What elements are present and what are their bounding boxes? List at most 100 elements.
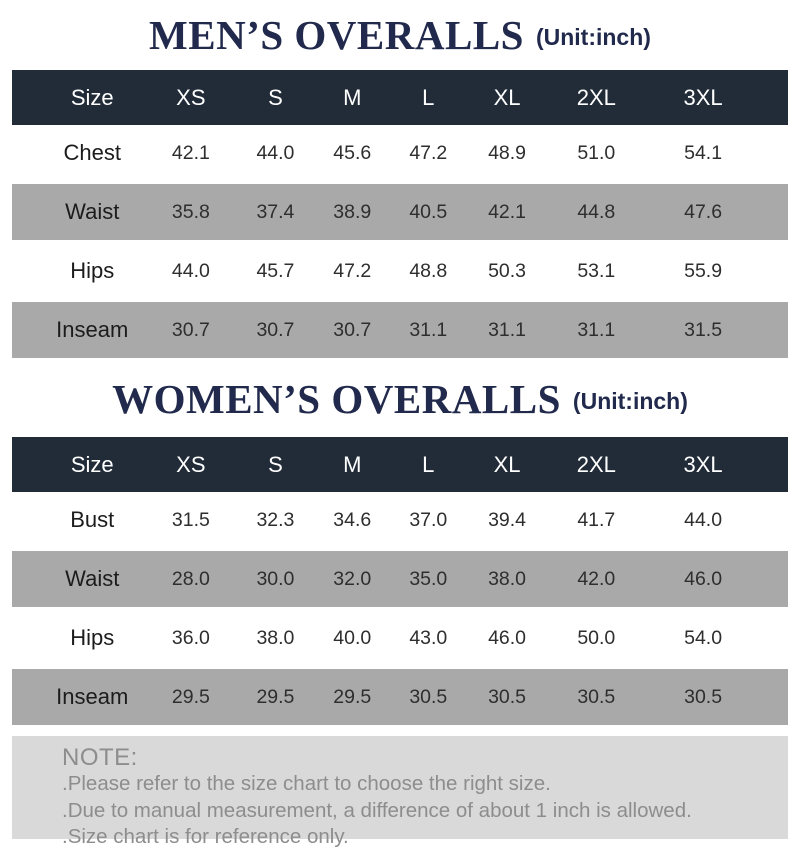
cell-value: 38.0 xyxy=(256,626,295,649)
table-row: Chest 42.1 44.0 45.6 47.2 48.9 51.0 54.1 xyxy=(12,125,788,183)
table-row: Bust 31.5 32.3 34.6 37.0 39.4 41.7 44.0 xyxy=(12,492,788,550)
cell-value: 47.6 xyxy=(645,181,788,243)
column-header: M xyxy=(314,70,390,125)
cell-value: 44.8 xyxy=(547,181,646,243)
womens-chart-title-text: WOMEN’S OVERALLS xyxy=(112,376,561,422)
column-header: XL xyxy=(466,70,548,125)
cell-value: 55.9 xyxy=(684,259,723,282)
cell-value: 38.9 xyxy=(314,181,390,243)
column-header: XL xyxy=(466,437,548,492)
mens-size-chart-section: MEN’S OVERALLS (Unit:inch) Size XS S M L XL 2X… xyxy=(0,0,800,361)
cell-value: 46.0 xyxy=(488,626,527,649)
note-panel: NOTE: .Please refer to the size chart to… xyxy=(12,736,788,848)
column-header: 2XL xyxy=(547,70,646,125)
cell-value: 44.0 xyxy=(256,141,295,164)
column-header: 2XL xyxy=(547,437,646,492)
cell-value: 42.1 xyxy=(171,141,210,164)
cell-value: 31.5 xyxy=(645,299,788,361)
table-row: Inseam 29.5 29.5 29.5 30.5 30.5 30.5 30.5 xyxy=(12,666,788,728)
row-label: Chest xyxy=(63,140,121,165)
cell-value: 42.0 xyxy=(547,548,646,610)
cell-value: 32.0 xyxy=(314,548,390,610)
table-header-row: Size XS S M L XL 2XL 3XL xyxy=(12,437,788,492)
column-header: Size xyxy=(12,437,146,492)
cell-value: 30.0 xyxy=(236,548,315,610)
cell-value: 30.7 xyxy=(145,299,237,361)
cell-value: 30.5 xyxy=(645,666,788,728)
note-heading: NOTE: xyxy=(62,744,138,771)
mens-chart-title-text: MEN’S OVERALLS xyxy=(149,12,524,58)
cell-value: 31.1 xyxy=(466,299,548,361)
cell-value: 40.5 xyxy=(389,181,467,243)
womens-chart-title: WOMEN’S OVERALLS (Unit:inch) xyxy=(0,361,800,437)
mens-size-table: Size XS S M L XL 2XL 3XL Chest 42.1 44.0 45.6 47.2 4… xyxy=(12,70,788,361)
cell-value: 47.2 xyxy=(409,141,448,164)
column-header: 3XL xyxy=(645,437,788,492)
womens-chart-unit-label: (Unit:inch) xyxy=(572,387,688,414)
cell-value: 45.7 xyxy=(256,259,295,282)
cell-value: 48.9 xyxy=(488,141,527,164)
cell-value: 42.1 xyxy=(466,181,548,243)
row-label: Hips xyxy=(70,625,115,650)
table-row: Waist 35.8 37.4 38.9 40.5 42.1 44.8 47.6 xyxy=(12,181,788,243)
column-header: S xyxy=(236,437,315,492)
cell-value: 54.0 xyxy=(684,626,723,649)
cell-value: 44.0 xyxy=(171,259,210,282)
table-header-row: Size XS S M L XL 2XL 3XL xyxy=(12,70,788,125)
table-row: Hips 44.0 45.7 47.2 48.8 50.3 53.1 55.9 xyxy=(12,242,788,301)
cell-value: 50.3 xyxy=(488,259,527,282)
column-header: XS xyxy=(145,437,237,492)
column-header: L xyxy=(389,70,467,125)
cell-value: 34.6 xyxy=(333,508,372,531)
cell-value: 29.5 xyxy=(236,666,315,728)
cell-value: 28.0 xyxy=(145,548,237,610)
cell-value: 36.0 xyxy=(171,626,210,649)
womens-size-chart-section: WOMEN’S OVERALLS (Unit:inch) Size XS S M L XL… xyxy=(0,361,800,728)
cell-value: 54.1 xyxy=(684,141,723,164)
cell-value: 47.2 xyxy=(333,259,372,282)
cell-value: 37.4 xyxy=(236,181,315,243)
table-row: Inseam 30.7 30.7 30.7 31.1 31.1 31.1 31.5 xyxy=(12,299,788,361)
row-label: Waist xyxy=(12,548,146,610)
cell-value: 30.5 xyxy=(547,666,646,728)
cell-value: 43.0 xyxy=(409,626,448,649)
column-header: XS xyxy=(145,70,237,125)
cell-value: 48.8 xyxy=(409,259,448,282)
row-label: Bust xyxy=(70,507,115,532)
column-header: L xyxy=(389,437,467,492)
cell-value: 30.7 xyxy=(314,299,390,361)
cell-value: 30.5 xyxy=(466,666,548,728)
cell-value: 46.0 xyxy=(645,548,788,610)
cell-value: 29.5 xyxy=(314,666,390,728)
cell-value: 35.8 xyxy=(145,181,237,243)
cell-value: 45.6 xyxy=(333,141,372,164)
cell-value: 35.0 xyxy=(389,548,467,610)
note-line: .Size chart is for reference only. xyxy=(62,824,349,848)
cell-value: 31.1 xyxy=(547,299,646,361)
cell-value: 31.5 xyxy=(171,508,210,531)
table-row: Waist 28.0 30.0 32.0 35.0 38.0 42.0 46.0 xyxy=(12,548,788,610)
cell-value: 50.0 xyxy=(577,626,616,649)
note-line: .Please refer to the size chart to choos… xyxy=(62,772,551,796)
column-header: 3XL xyxy=(645,70,788,125)
cell-value: 40.0 xyxy=(333,626,372,649)
row-label: Hips xyxy=(70,258,115,283)
column-header: Size xyxy=(12,70,146,125)
cell-value: 44.0 xyxy=(684,508,723,531)
mens-chart-title: MEN’S OVERALLS (Unit:inch) xyxy=(0,0,800,70)
row-label: Waist xyxy=(12,181,146,243)
cell-value: 32.3 xyxy=(256,508,295,531)
mens-chart-unit-label: (Unit:inch) xyxy=(535,23,651,50)
cell-value: 51.0 xyxy=(577,141,616,164)
cell-value: 41.7 xyxy=(577,508,616,531)
note-line: .Due to manual measurement, a difference… xyxy=(62,798,692,822)
cell-value: 30.5 xyxy=(389,666,467,728)
row-label: Inseam xyxy=(12,299,146,361)
cell-value: 38.0 xyxy=(466,548,548,610)
column-header: S xyxy=(236,70,315,125)
cell-value: 37.0 xyxy=(409,508,448,531)
cell-value: 29.5 xyxy=(145,666,237,728)
womens-size-table: Size XS S M L XL 2XL 3XL Bust 31.5 32.3 34.6 37.0 39… xyxy=(12,437,788,728)
row-label: Inseam xyxy=(12,666,146,728)
table-row: Hips 36.0 38.0 40.0 43.0 46.0 50.0 54.0 xyxy=(12,609,788,668)
